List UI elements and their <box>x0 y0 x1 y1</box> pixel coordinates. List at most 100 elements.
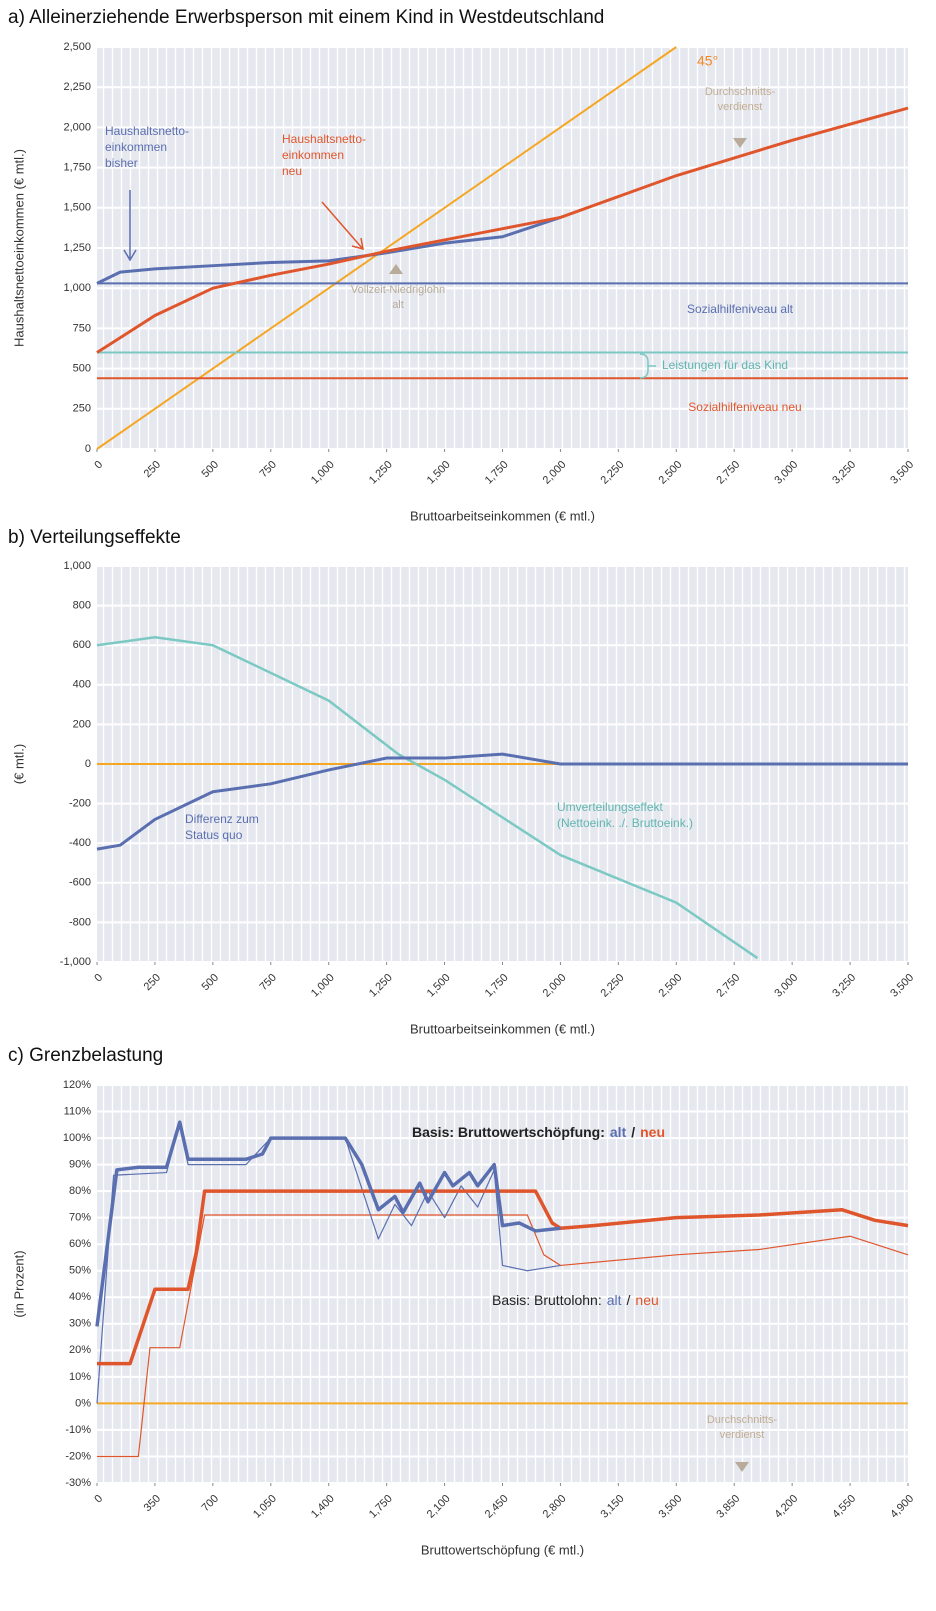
y-tick-label: 1,750 <box>63 162 91 174</box>
line-series <box>96 216 561 285</box>
line-series <box>97 1214 909 1458</box>
x-tick-label: 1,000 <box>309 972 337 1000</box>
x-tick-label: 1,050 <box>251 1493 279 1521</box>
x-tick-label: 3,000 <box>772 459 800 487</box>
annotation: neu <box>282 164 302 178</box>
x-tick-label: 500 <box>200 459 221 480</box>
x-tick-label: 750 <box>257 459 278 480</box>
y-tick-label: -30% <box>65 1477 91 1489</box>
y-tick-label: 100% <box>63 1132 91 1144</box>
y-tick-label: 80% <box>69 1185 91 1197</box>
x-tick-label: 3,500 <box>888 972 916 1000</box>
annotation-part: / <box>627 1292 631 1308</box>
y-tick-label: 20% <box>69 1344 91 1356</box>
chart-title: b) Verteilungseffekte <box>8 527 181 548</box>
line-series <box>95 1120 561 1327</box>
y-tick-label: -200 <box>69 798 91 810</box>
x-tick-label: 350 <box>142 1493 163 1514</box>
x-tick-label: 1,250 <box>367 972 395 1000</box>
y-tick-label: 800 <box>73 600 91 612</box>
annotation: Basis: Bruttowertschöpfung: alt / neu <box>412 1124 665 1140</box>
y-tick-label: 250 <box>73 403 91 415</box>
x-axis-label: Bruttoarbeitseinkommen (€ mtl.) <box>410 508 595 523</box>
y-tick-label: 1,250 <box>63 242 91 254</box>
y-tick-label: 200 <box>73 718 91 730</box>
annotation: bisher <box>105 156 138 170</box>
x-tick-label: 1,750 <box>367 1493 395 1521</box>
arrow <box>123 190 137 262</box>
y-axis-label: (in Prozent) <box>11 1250 26 1317</box>
x-tick-label: 1,750 <box>483 972 511 1000</box>
x-tick-label: 2,100 <box>425 1493 453 1521</box>
chart-title: a) Alleinerziehende Erwerbsperson mit ei… <box>8 7 604 28</box>
x-tick-label: 3,500 <box>657 1493 685 1521</box>
y-tick-label: 90% <box>69 1159 91 1171</box>
x-tick-label: 2,250 <box>599 459 627 487</box>
annotation-part: alt <box>607 1292 622 1308</box>
annotation: Status quo <box>185 828 243 842</box>
annotation: Durchschnitts- <box>707 1414 778 1426</box>
x-tick-label: 1,500 <box>425 459 453 487</box>
chart-title: c) Grenzbelastung <box>8 1045 163 1066</box>
x-tick-label: 2,000 <box>541 972 569 1000</box>
x-tick-label: 2,750 <box>714 972 742 1000</box>
x-tick-label: 1,750 <box>483 459 511 487</box>
y-tick-label: 2,500 <box>63 41 91 53</box>
y-tick-label: -1,000 <box>60 956 91 968</box>
annotation: 45° <box>697 53 718 69</box>
y-tick-label: 2,000 <box>63 121 91 133</box>
x-tick-label: 3,250 <box>830 972 858 1000</box>
y-tick-label: 400 <box>73 679 91 691</box>
annotation: einkommen <box>105 140 167 154</box>
annotation: Basis: Bruttolohn: alt / neu <box>492 1292 659 1308</box>
plot-area <box>97 1085 908 1483</box>
y-tick-label: 0% <box>75 1397 91 1409</box>
line-series <box>96 752 908 851</box>
arrow-head <box>733 138 747 148</box>
y-tick-label: -10% <box>65 1424 91 1436</box>
x-tick-label: 0 <box>92 1493 105 1506</box>
x-tick-label: 1,500 <box>425 972 453 1000</box>
annotation: Haushaltsnetto- <box>282 132 366 146</box>
x-tick-label: 2,250 <box>599 972 627 1000</box>
y-tick-label: 750 <box>73 322 91 334</box>
y-tick-label: 10% <box>69 1371 91 1383</box>
annotation: Differenz zum <box>185 812 259 826</box>
y-tick-label: 600 <box>73 639 91 651</box>
x-axis-label: Bruttoarbeitseinkommen (€ mtl.) <box>410 1021 595 1036</box>
x-tick-label: 3,500 <box>888 459 916 487</box>
x-tick-label: 2,000 <box>541 459 569 487</box>
annotation: Haushaltsnetto- <box>105 124 189 138</box>
annotation: Leistungen für das Kind <box>662 358 788 372</box>
arrow-head <box>389 264 403 274</box>
x-tick-label: 0 <box>92 972 105 985</box>
bracket <box>639 353 656 379</box>
annotation-part: neu <box>640 1124 665 1140</box>
y-tick-label: 120% <box>63 1079 91 1091</box>
annotation: (Nettoeink. ./. Bruttoeink.) <box>557 816 693 830</box>
y-tick-label: 110% <box>64 1105 92 1117</box>
x-tick-label: 750 <box>257 972 278 993</box>
x-tick-label: 4,550 <box>830 1493 858 1521</box>
y-tick-label: -800 <box>69 916 91 928</box>
y-tick-label: 500 <box>73 363 91 375</box>
annotation: Umverteilungseffekt <box>557 800 663 814</box>
y-tick-label: 30% <box>69 1318 91 1330</box>
x-tick-label: 2,500 <box>657 972 685 1000</box>
y-tick-label: 60% <box>69 1238 91 1250</box>
x-tick-label: 4,200 <box>772 1493 800 1521</box>
x-tick-label: 2,500 <box>657 459 685 487</box>
x-tick-label: 4,900 <box>888 1493 916 1521</box>
line-series <box>96 636 759 960</box>
annotation: Durchschnitts- <box>705 86 776 98</box>
x-tick-label: 2,800 <box>541 1493 569 1521</box>
x-tick-label: 3,250 <box>830 459 858 487</box>
annotation-part: alt <box>610 1124 627 1140</box>
y-tick-label: -20% <box>65 1450 91 1462</box>
y-tick-label: 0 <box>85 758 91 770</box>
line-series <box>97 1189 909 1366</box>
x-tick-label: 250 <box>142 459 163 480</box>
x-tick-label: 2,750 <box>714 459 742 487</box>
annotation-part: Basis: Bruttowertschöpfung: <box>412 1124 605 1140</box>
